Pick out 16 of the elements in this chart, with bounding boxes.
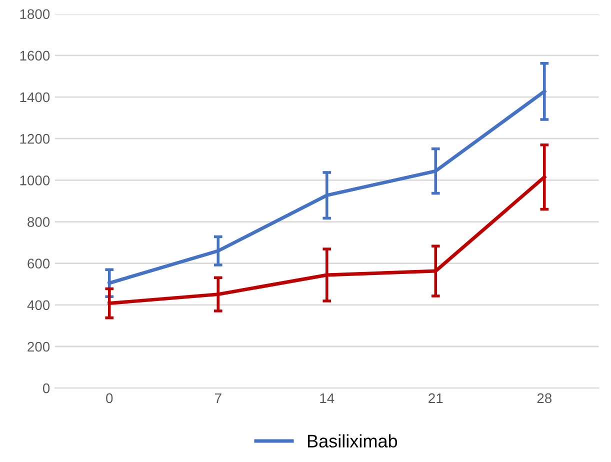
- x-tick-label: 0: [106, 393, 113, 404]
- y-tick-label: 1200: [20, 134, 50, 144]
- y-tick-label: 600: [28, 258, 50, 269]
- y-tick-label: 800: [28, 217, 50, 227]
- x-tick-label: 21: [428, 393, 443, 404]
- legend-label: Basiliximab: [308, 434, 398, 448]
- y-tick-label: 0: [42, 383, 50, 394]
- y-tick-label: 1600: [20, 50, 50, 61]
- y-tick-label: 200: [28, 342, 50, 352]
- y-tick-label: 1000: [20, 176, 50, 186]
- y-tick-label: 400: [27, 300, 50, 310]
- x-tick-label: 14: [320, 393, 334, 404]
- y-tick-label: 1400: [20, 92, 50, 102]
- y-tick-label: 1800: [20, 9, 50, 20]
- x-tick-label: 7: [214, 393, 222, 404]
- x-tick-label: 28: [537, 393, 552, 404]
